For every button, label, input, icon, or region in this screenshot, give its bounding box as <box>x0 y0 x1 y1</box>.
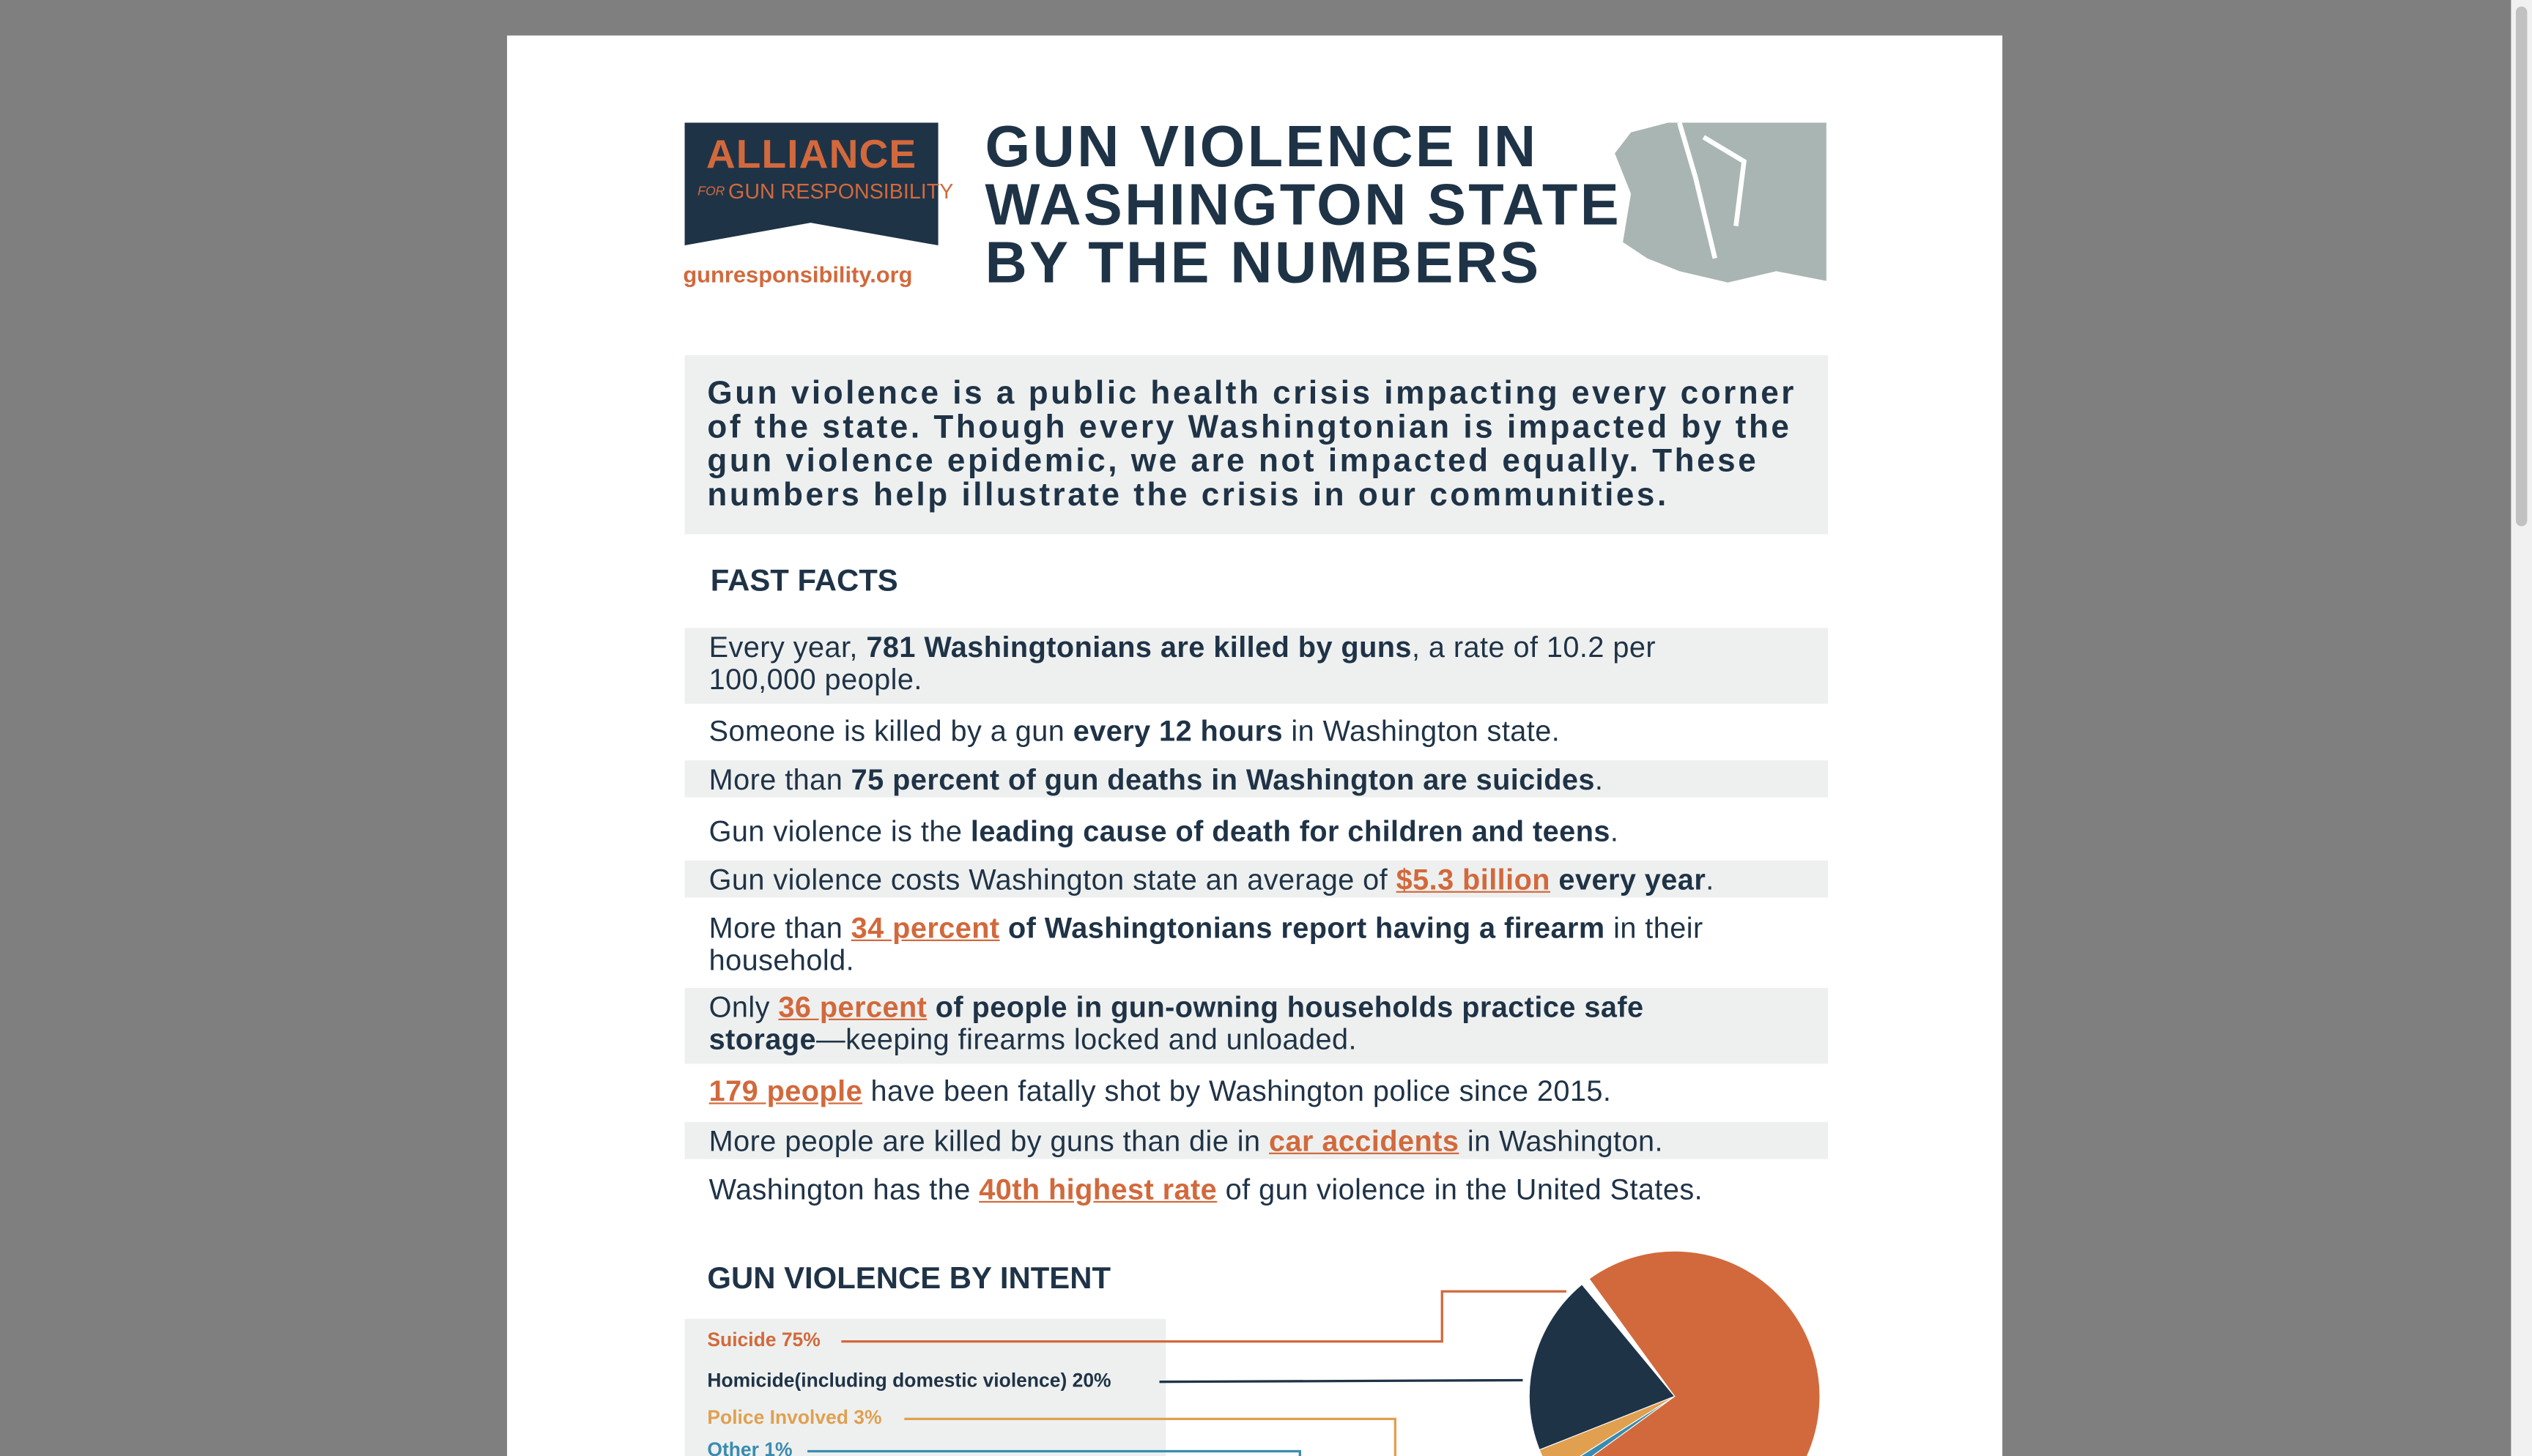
intent-label: Police Involved 3% <box>707 1405 882 1429</box>
fact-row: Every year, 781 Washingtonians are kille… <box>684 628 1829 704</box>
fact-row: Gun violence costs Washington state an a… <box>684 860 1829 898</box>
fact-run: every year <box>1550 863 1706 896</box>
fact-run: . <box>1610 815 1619 848</box>
fact-run: . <box>1706 863 1714 896</box>
fact-row: More than 34 percent of Washingtonians r… <box>685 909 1829 978</box>
title-line: WASHINGTON STATE <box>985 171 1621 238</box>
logo-url[interactable]: gunresponsibility.org <box>683 261 913 288</box>
fact-link[interactable]: 36 percent <box>778 991 928 1024</box>
fact-run: of gun violence in the United States. <box>1217 1173 1703 1206</box>
fact-run: Washington has the <box>708 1173 980 1206</box>
state-map <box>1615 122 1826 283</box>
title-line: BY THE NUMBERS <box>985 229 1541 296</box>
leader-line <box>904 1417 1396 1456</box>
fact-text: Washington has the 40th highest rate of … <box>708 1173 1719 1207</box>
pie-wedge <box>1588 1250 1821 1456</box>
pie-chart <box>1528 1250 1821 1456</box>
fact-row: Someone is killed by a gun every 12 hour… <box>685 712 1829 751</box>
fact-link[interactable]: $5.3 billion <box>1396 863 1550 896</box>
fact-link[interactable]: 179 people <box>708 1074 863 1108</box>
fact-row: More than 75 percent of gun deaths in Wa… <box>684 760 1829 798</box>
fact-text: Every year, 781 Washingtonians are kille… <box>708 631 1719 696</box>
fact-row: Gun violence is the leading cause of dea… <box>685 812 1829 850</box>
fact-link[interactable]: car accidents <box>1269 1125 1459 1158</box>
fact-run: leading cause of death for children and … <box>970 815 1610 848</box>
fact-run: every 12 hours <box>1073 715 1283 748</box>
fact-text: Only 36 percent of people in gun-owning … <box>708 991 1719 1056</box>
intro-text: Gun violence is a public health crisis i… <box>707 376 1796 513</box>
fact-text: 179 people have been fatally shot by Was… <box>708 1074 1719 1108</box>
fact-link[interactable]: 34 percent <box>851 912 1000 945</box>
leader-line <box>1159 1378 1523 1383</box>
fact-run: Gun violence costs Washington state an a… <box>708 863 1396 896</box>
intent-label: Other 1% <box>707 1438 793 1456</box>
fact-run: in Washington. <box>1459 1125 1663 1158</box>
logo-banner <box>684 122 939 246</box>
leader-lines <box>684 1290 1566 1456</box>
fact-run: 781 Washingtonians are killed by guns <box>866 631 1412 664</box>
fact-run: Someone is killed by a gun <box>708 715 1073 748</box>
fact-run: in Washington state. <box>1282 715 1561 748</box>
title-line: GUN VIOLENCE IN <box>985 113 1539 179</box>
fact-row: Washington has the 40th highest rate of … <box>685 1170 1829 1208</box>
fact-text: Someone is killed by a gun every 12 hour… <box>708 715 1719 749</box>
fact-text: More people are killed by guns than die … <box>709 1126 1719 1158</box>
intent-label: Suicide 75% <box>707 1328 821 1351</box>
fact-text: More than 75 percent of gun deaths in Wa… <box>708 763 1719 797</box>
fact-run: . <box>1594 763 1604 796</box>
intent-label: Homicide(including domestic violence) 20… <box>707 1369 1111 1392</box>
fact-text: Gun violence is the leading cause of dea… <box>708 815 1719 848</box>
fact-text: More than 34 percent of Washingtonians r… <box>708 912 1719 977</box>
logo-sub: GUN RESPONSIBILITY <box>728 179 954 204</box>
section-heading: GUN VIOLENCE BY INTENT <box>707 1262 1111 1296</box>
fact-run: More than <box>708 763 851 796</box>
fact-row: 179 people have been fatally shot by Was… <box>685 1072 1829 1110</box>
fact-row: More people are killed by guns than die … <box>684 1121 1829 1159</box>
leader-line <box>841 1290 1566 1343</box>
fact-run: More than <box>708 912 851 945</box>
fact-run: Gun violence is the <box>708 815 971 848</box>
fact-row: Only 36 percent of people in gun-owning … <box>684 987 1829 1064</box>
section-heading: FAST FACTS <box>710 565 898 599</box>
fact-run: Every year, <box>708 631 867 664</box>
fact-run: —keeping firearms locked and unloaded. <box>816 1022 1357 1055</box>
fact-run: 75 percent of gun deaths in Washington a… <box>851 763 1595 796</box>
fact-run: Only <box>708 991 779 1024</box>
leader-line <box>807 1449 1301 1456</box>
fact-link[interactable]: 40th highest rate <box>979 1173 1218 1206</box>
pie-wedge <box>1528 1283 1676 1451</box>
fact-run: of people in gun-owning households pract… <box>708 991 1644 1055</box>
logo-for: FOR <box>697 184 725 199</box>
fact-run: of Washingtonians report having a firear… <box>999 912 1605 945</box>
fact-text: Gun violence costs Washington state an a… <box>708 863 1719 896</box>
fact-run: , a rate of 10.2 per 100,000 people. <box>708 631 1656 695</box>
intro-box: Gun violence is a public health crisis i… <box>684 354 1829 535</box>
fact-run: More people are killed by guns than die … <box>708 1125 1270 1158</box>
logo-name: ALLIANCE <box>706 132 917 178</box>
map-water <box>1677 122 1747 259</box>
scroll-thumb[interactable] <box>2515 6 2528 527</box>
fact-run: have been fatally shot by Washington pol… <box>862 1074 1612 1108</box>
fact-run: in their household. <box>708 912 1703 976</box>
